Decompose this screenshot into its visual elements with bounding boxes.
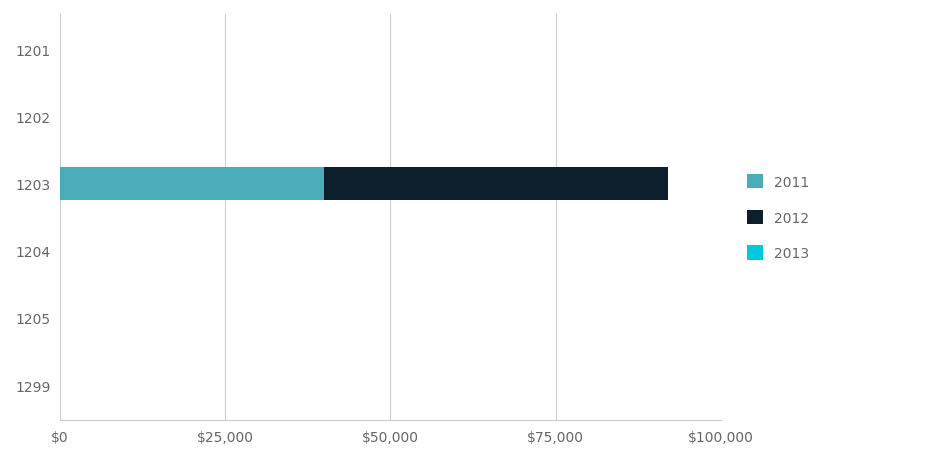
Bar xyxy=(324,168,667,201)
Bar xyxy=(60,168,324,201)
Legend: 2011, 2012, 2013: 2011, 2012, 2013 xyxy=(740,169,815,266)
